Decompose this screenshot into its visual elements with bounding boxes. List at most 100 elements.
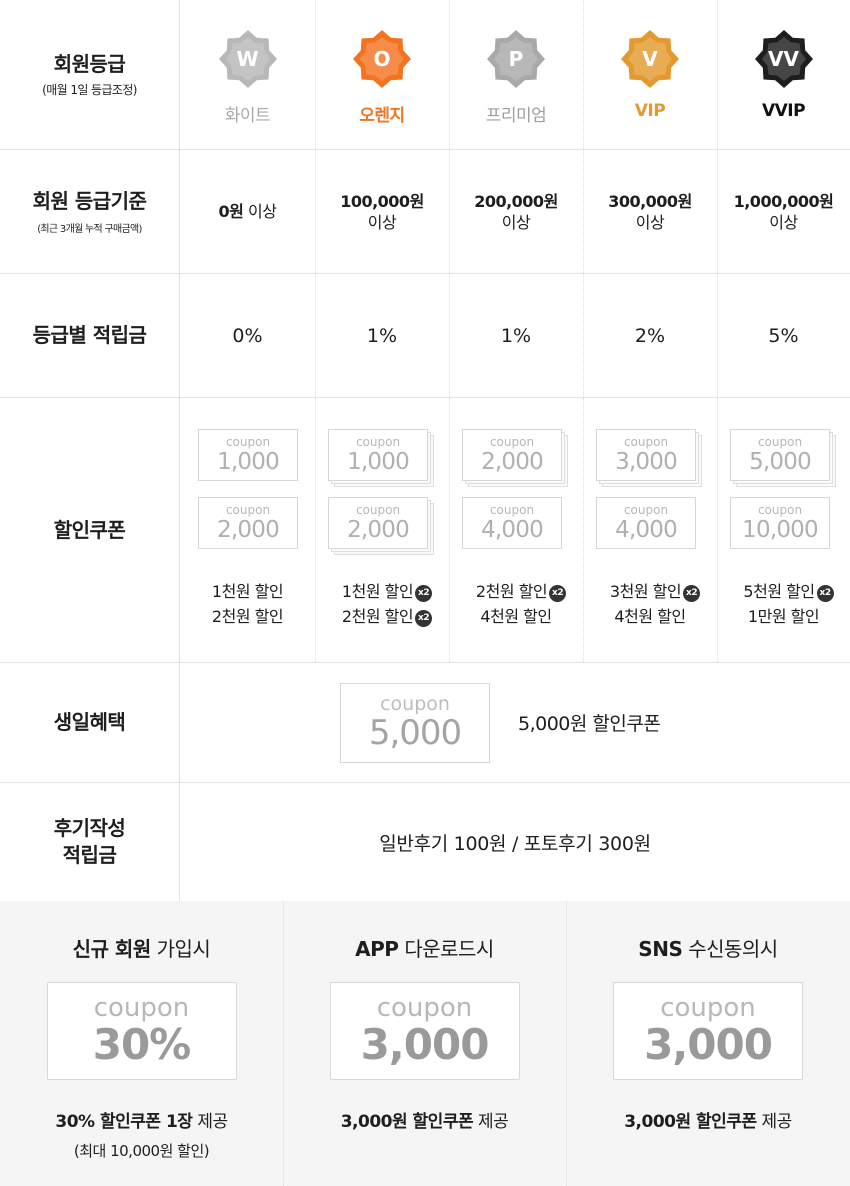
coupon-discount-text: 1천원 할인 2천원 할인	[180, 579, 315, 629]
extra-desc-rest: 제공	[473, 1112, 509, 1132]
extra-coupon-word: coupon	[376, 993, 473, 1023]
coupon-word: coupon	[489, 502, 535, 517]
extra-coupon-value: 3,000	[360, 1020, 490, 1069]
points-label-cell: 등급별 적립금	[0, 274, 180, 397]
coupon-discount-text: 3천원 할인 x2 4천원 할인	[583, 579, 717, 629]
discount-line: 2천원 할인 x2	[466, 579, 567, 604]
column-divider	[449, 0, 450, 149]
discount-line: 4천원 할인	[614, 604, 686, 629]
grade-header-cell: V VIP	[583, 0, 717, 149]
x2-badge: x2	[683, 585, 701, 602]
coupon-word: coupon	[225, 434, 271, 449]
coupons-cell: coupon 3,000 coupon 4,000 3천원 할인 x2 4천원 할인	[583, 398, 717, 662]
review-description: 일반후기 100원 / 포토후기 300원	[379, 832, 651, 855]
points-value: 2%	[634, 324, 666, 347]
extra-desc-rest: 제공	[756, 1112, 793, 1132]
discount-label: 2천원 할인	[341, 607, 414, 626]
extra-desc-bold: 3,000원 할인쿠폰	[624, 1112, 757, 1132]
orange-grade-badge-icon: O	[352, 29, 412, 89]
coupon-card: coupon 1,000	[198, 429, 298, 481]
discount-label: 1천원 할인	[341, 582, 414, 601]
points-title: 등급별 적립금	[32, 323, 147, 347]
coupons-cell: coupon 1,000 coupon 2,000 1천원 할인 x2 2천원 할인 x2	[315, 398, 449, 662]
grade-header-cell: VV VVIP	[717, 0, 850, 149]
extra-desc-bold: 30% 할인쿠폰 1장	[55, 1112, 193, 1132]
column-divider	[315, 0, 316, 149]
coupon-value: 1,000	[347, 448, 410, 475]
grade-letter: VV	[768, 47, 799, 71]
grade-header-label-cell: 회원등급 (매월 1일 등급조정)	[0, 0, 180, 149]
coupon-card: coupon 2,000	[462, 429, 562, 481]
coupon-card: coupon 3,000	[596, 429, 696, 481]
column-divider	[315, 150, 316, 273]
birthday-label-cell: 생일혜택	[0, 663, 180, 782]
vvip-grade-badge-icon: VV	[754, 29, 814, 89]
x2-badge: x2	[415, 610, 433, 627]
criteria-suffix: 이상	[367, 212, 397, 232]
coupon-word: coupon	[355, 502, 401, 517]
discount-label: 5천원 할인	[743, 582, 815, 601]
grade-letter: W	[236, 47, 259, 71]
birthday-row: 생일혜택 coupon 5,000 5,000원 할인쿠폰	[0, 663, 850, 783]
points-row: 등급별 적립금 0% 1% 1% 2% 5%	[0, 274, 850, 398]
grade-name: 화이트	[224, 106, 271, 126]
coupon-discount-text: 2천원 할인 x2 4천원 할인	[449, 579, 583, 629]
coupons-label-cell: 할인쿠폰	[0, 398, 180, 662]
grade-name: VIP	[634, 101, 666, 121]
extra-benefit-desc: 3,000원 할인쿠폰 제공	[624, 1107, 792, 1132]
coupon-value: 2,000	[481, 448, 544, 475]
criteria-amount: 0원	[218, 202, 244, 221]
coupon-value: 2,000	[217, 516, 280, 543]
extra-title-bold: 신규 회원	[72, 937, 152, 961]
criteria-suffix: 이상	[248, 202, 277, 221]
criteria-value: 200,000원 이상	[474, 191, 558, 233]
criteria-amount: 100,000원	[340, 191, 424, 211]
points-value: 0%	[232, 324, 263, 347]
birthday-coupon-value: 5,000	[368, 712, 462, 753]
birthday-title: 생일혜택	[53, 710, 126, 734]
coupon-card: coupon 5,000	[730, 429, 830, 481]
discount-label: 2천원 할인	[475, 582, 548, 601]
extra-benefit-desc: 30% 할인쿠폰 1장 제공	[55, 1107, 228, 1132]
column-divider	[583, 0, 584, 149]
extra-title-rest: 가입시	[150, 937, 211, 961]
birthday-coupon: coupon 5,000	[340, 683, 490, 763]
criteria-amount: 300,000원	[608, 191, 692, 211]
column-divider	[449, 398, 450, 662]
points-cell: 5%	[717, 274, 850, 397]
extra-coupon: coupon 3,000	[613, 982, 803, 1080]
criteria-amount: 200,000원	[474, 191, 558, 211]
points-cell: 1%	[449, 274, 583, 397]
points-cell: 0%	[180, 274, 315, 397]
coupon-word: coupon	[355, 434, 401, 449]
criteria-cell: 100,000원 이상	[315, 150, 449, 273]
discount-line: 2천원 할인	[212, 604, 284, 629]
coupon-value: 5,000	[749, 448, 812, 475]
criteria-suffix: 이상	[501, 212, 531, 232]
coupon-value: 4,000	[615, 516, 678, 543]
points-value: 5%	[768, 324, 799, 347]
grade-header-title: 회원등급	[53, 52, 126, 76]
discount-line: 5천원 할인 x2	[733, 579, 834, 604]
coupon-card: coupon 1,000	[328, 429, 428, 481]
review-title-line1: 후기작성	[53, 816, 126, 840]
grade-letter: P	[508, 47, 524, 71]
x2-badge: x2	[816, 585, 834, 602]
extra-benefit-desc: 3,000원 할인쿠폰 제공	[341, 1107, 509, 1132]
discount-label: 4천원 할인	[614, 607, 686, 626]
column-divider	[315, 398, 316, 662]
points-value: 1%	[366, 324, 398, 347]
coupon-value: 1,000	[217, 448, 280, 475]
discount-label: 1만원 할인	[747, 607, 820, 626]
column-divider	[717, 274, 718, 397]
discount-label: 3천원 할인	[609, 582, 682, 601]
criteria-suffix: 이상	[635, 212, 665, 232]
discount-line: 1천원 할인 x2	[332, 579, 433, 604]
grade-header-subtitle: (매월 1일 등급조정)	[42, 83, 137, 97]
extra-benefit-card: 신규 회원 가입시 coupon 30% 30% 할인쿠폰 1장 제공 (최대 10,0…	[0, 901, 283, 1186]
criteria-amount: 1,000,000원	[733, 191, 834, 211]
coupon-discount-text: 1천원 할인 x2 2천원 할인 x2	[315, 579, 449, 629]
discount-label: 4천원 할인	[480, 607, 552, 626]
extra-desc-rest: 제공	[192, 1112, 228, 1132]
coupon-word: coupon	[623, 434, 669, 449]
